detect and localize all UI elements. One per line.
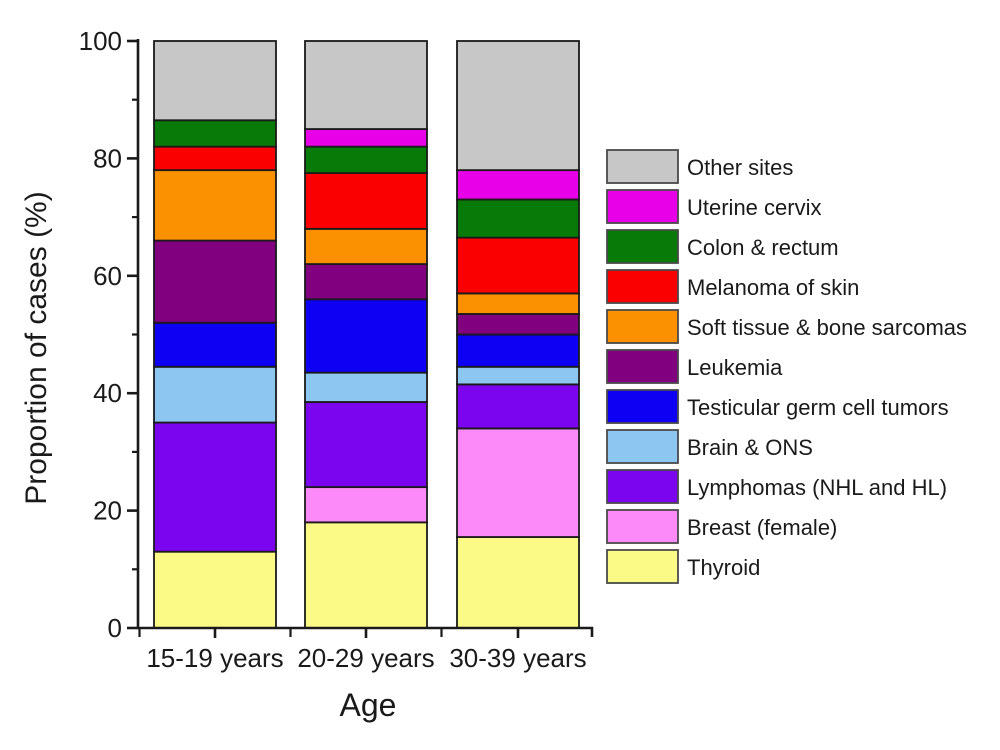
bar-segment [456, 292, 580, 315]
bar-segment [153, 145, 277, 172]
x-category-label: 15-19 years [146, 643, 283, 673]
bar-segment [456, 40, 580, 172]
x-category-label: 20-29 years [297, 643, 434, 673]
bar-segment [153, 550, 277, 629]
bar-segment [456, 169, 580, 201]
bar-segment [304, 521, 428, 629]
bar-segment [456, 333, 580, 368]
legend-swatch [606, 149, 679, 184]
bar-segment [456, 383, 580, 430]
bar-segment [304, 128, 428, 148]
legend-label: Breast (female) [687, 515, 837, 540]
bar-segment [456, 236, 580, 295]
bar-segment [456, 365, 580, 386]
legend-label: Testicular germ cell tumors [687, 395, 949, 420]
bar-segment [153, 40, 277, 122]
y-tick-label: 0 [108, 613, 122, 643]
legend-label: Brain & ONS [687, 435, 813, 460]
bar-segment [153, 421, 277, 553]
legend-label: Uterine cervix [687, 195, 821, 220]
legend-swatch [606, 309, 679, 344]
bar-segment [456, 313, 580, 336]
bar-segment [456, 427, 580, 538]
bar-segment [456, 536, 580, 629]
y-axis-title: Proportion of cases (%) [20, 191, 53, 504]
bar-segment [304, 172, 428, 230]
bar-segment [304, 371, 428, 403]
legend-swatch [606, 469, 679, 504]
x-category-label: 30-39 years [449, 643, 586, 673]
bar-segment [153, 239, 277, 324]
y-tick-label: 100 [79, 26, 122, 56]
legend-label: Melanoma of skin [687, 275, 859, 300]
legend-swatch [606, 429, 679, 464]
y-tick-label: 20 [93, 496, 122, 526]
legend-label: Soft tissue & bone sarcomas [687, 315, 967, 340]
bar-segment [153, 169, 277, 242]
y-axis-ticks: 0 20 40 60 80 100 [79, 26, 138, 643]
legend-label: Leukemia [687, 355, 783, 380]
bar-segment [153, 365, 277, 424]
bar-segment [153, 321, 277, 368]
bar-segment [304, 40, 428, 130]
bar-segment [304, 263, 428, 301]
legend-swatch [606, 229, 679, 264]
legend-swatch [606, 349, 679, 384]
legend-swatch [606, 269, 679, 304]
bar-segment [304, 486, 428, 524]
legend-swatch [606, 389, 679, 424]
x-axis-title: Age [340, 687, 397, 723]
x-axis-ticks: 15-19 years 20-29 years 30-39 years [138, 628, 587, 673]
legend-label: Thyroid [687, 555, 760, 580]
y-tick-label: 60 [93, 261, 122, 291]
bar-segment [304, 401, 428, 489]
legend-swatch [606, 509, 679, 544]
legend-swatch [606, 189, 679, 224]
y-tick-label: 40 [93, 378, 122, 408]
y-tick-label: 80 [93, 143, 122, 173]
legend-label: Lymphomas (NHL and HL) [687, 475, 947, 500]
legend-swatch [606, 549, 679, 584]
bar-segment [456, 198, 580, 239]
bar-segment [153, 119, 277, 148]
bar-segment [304, 227, 428, 265]
legend-label: Colon & rectum [687, 235, 839, 260]
legend: Other sites Uterine cervix Colon & rectum M… [606, 149, 967, 584]
x-axis-line [136, 626, 594, 637]
bars-group [153, 40, 580, 629]
bar-segment [304, 298, 428, 374]
legend-label: Other sites [687, 155, 793, 180]
bar-segment [304, 145, 428, 174]
